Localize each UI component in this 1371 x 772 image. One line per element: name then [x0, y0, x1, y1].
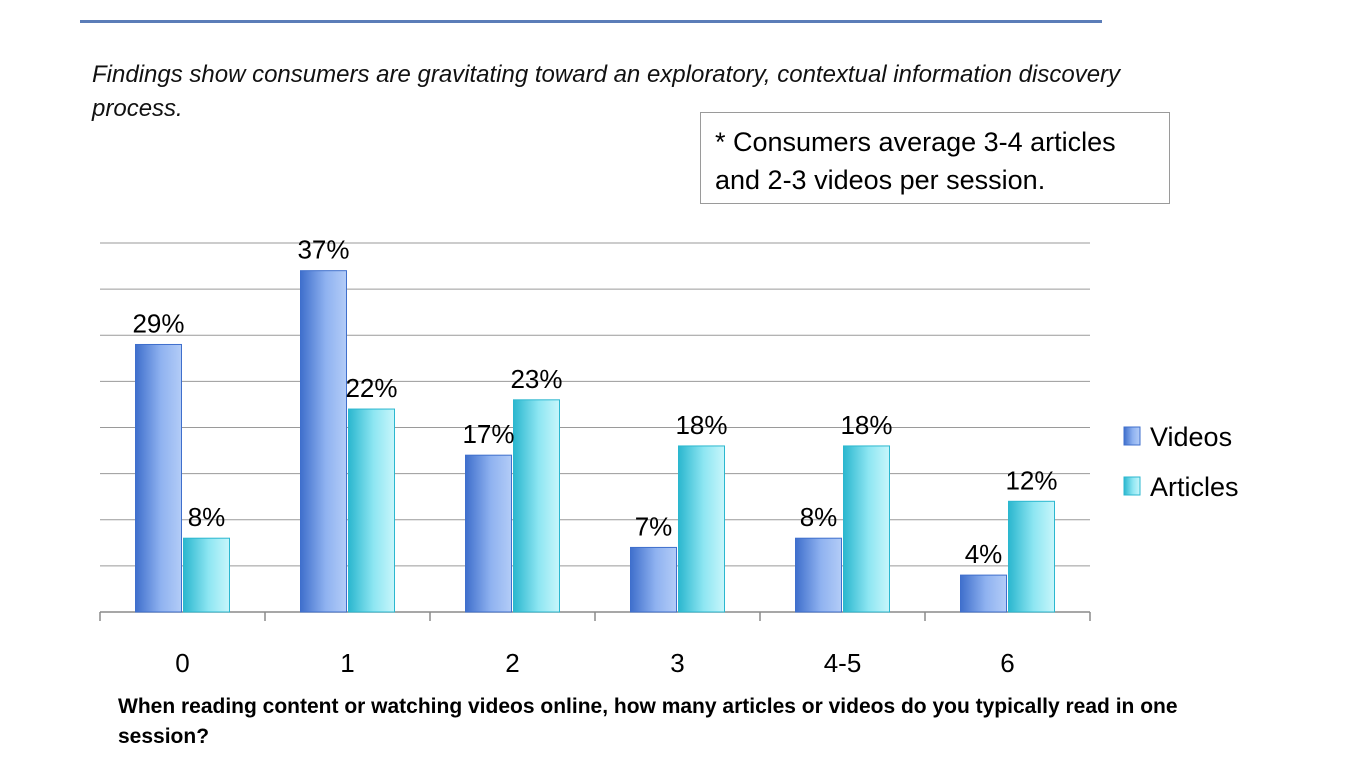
bar-articles-2	[513, 399, 560, 613]
data-label: 18%	[675, 410, 727, 440]
category-label: 0	[175, 648, 189, 678]
note-text: * Consumers average 3-4 articles and 2-3…	[715, 127, 1116, 195]
bar-videos-2	[465, 454, 512, 613]
bar-videos-6	[960, 574, 1007, 613]
survey-question: When reading content or watching videos …	[118, 695, 1178, 748]
data-label: 4%	[965, 539, 1003, 569]
bar-articles-3	[678, 445, 725, 613]
data-labels: 29% 8% 37% 22% 17% 23% 7% 18% 8% 18% 4% 12%	[132, 235, 1057, 569]
category-labels: 0 1 2 3 4-5 6	[175, 648, 1014, 678]
top-rule	[80, 20, 1102, 23]
bar-articles-1	[348, 408, 395, 613]
bars	[135, 270, 1055, 613]
bar-videos-0	[135, 343, 182, 613]
data-label: 18%	[840, 410, 892, 440]
bar-articles-0	[183, 537, 230, 613]
x-axis	[99, 611, 1091, 621]
legend-swatch-videos	[1123, 426, 1141, 446]
bar-videos-3	[630, 546, 677, 613]
bar-articles-6	[1008, 500, 1055, 613]
legend: Videos Articles	[1123, 422, 1239, 502]
data-label: 29%	[132, 308, 184, 338]
category-label: 4-5	[824, 648, 862, 678]
data-label: 37%	[297, 235, 349, 265]
note-box: * Consumers average 3-4 articles and 2-3…	[700, 112, 1170, 204]
legend-label-videos: Videos	[1150, 422, 1232, 452]
category-label: 6	[1000, 648, 1014, 678]
data-label: 23%	[510, 364, 562, 394]
bar-articles-4-5	[843, 445, 890, 613]
gridlines	[100, 242, 1090, 567]
category-label: 1	[340, 648, 354, 678]
legend-swatch-articles	[1123, 476, 1141, 496]
category-label: 3	[670, 648, 684, 678]
data-label: 8%	[188, 502, 226, 532]
legend-label-articles: Articles	[1150, 472, 1239, 502]
data-label: 8%	[800, 502, 838, 532]
data-label: 22%	[345, 373, 397, 403]
data-label: 7%	[635, 511, 673, 541]
bar-videos-4-5	[795, 537, 842, 613]
data-label: 12%	[1005, 465, 1057, 495]
intro-text: Findings show consumers are gravitating …	[92, 61, 1121, 122]
bar-videos-1	[300, 270, 347, 613]
category-label: 2	[505, 648, 519, 678]
data-label: 17%	[462, 419, 514, 449]
